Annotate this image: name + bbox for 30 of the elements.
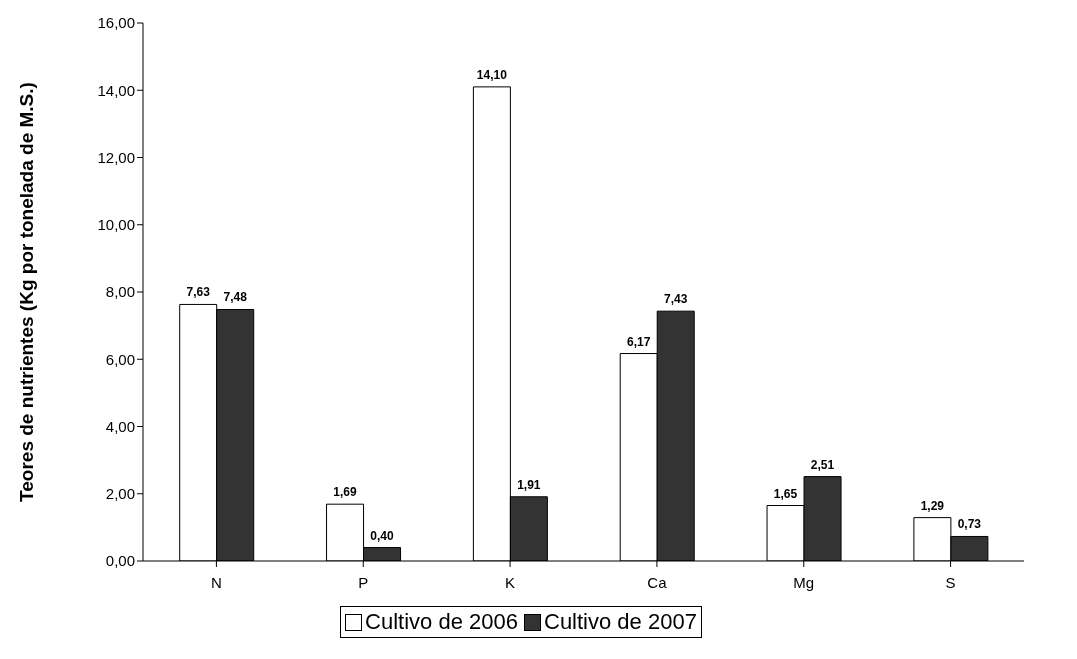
data-label: 1,91 <box>517 477 541 492</box>
y-tick-label: 10,00 <box>97 216 135 234</box>
x-tick-label: S <box>945 573 956 591</box>
x-tick-label: P <box>358 573 369 591</box>
y-tick-label: 8,00 <box>105 283 135 301</box>
y-tick-label: 0,00 <box>105 552 135 570</box>
y-tick-label: 2,00 <box>105 485 135 503</box>
y-axis-title: Teores de nutrientes (Kg por tonelada de M.S.) <box>15 82 37 502</box>
y-tick-label: 12,00 <box>97 148 135 166</box>
data-label: 7,48 <box>223 290 248 305</box>
data-label: 7,63 <box>186 285 211 300</box>
y-tick-label: 14,00 <box>97 81 135 99</box>
data-label: 0,40 <box>370 528 395 543</box>
data-label: 0,73 <box>957 517 982 532</box>
data-label: 1,65 <box>773 486 798 501</box>
data-label: 1,69 <box>333 485 358 500</box>
data-label: 2,51 <box>810 457 835 472</box>
data-label: 6,17 <box>627 334 651 349</box>
data-label: 1,29 <box>920 498 945 513</box>
x-tick-label: N <box>210 573 222 591</box>
y-tick-label: 4,00 <box>105 417 135 435</box>
x-tick-label: Mg <box>793 573 815 591</box>
data-label: 7,43 <box>664 292 688 307</box>
y-tick-label: 6,00 <box>105 350 135 368</box>
data-label: 14,10 <box>476 67 508 82</box>
y-tick-label: 16,00 <box>97 14 135 32</box>
legend-label: Cultivo de 2007 <box>544 609 697 635</box>
x-tick-label: Ca <box>647 573 668 591</box>
legend-label: Cultivo de 2006 <box>365 609 518 635</box>
x-tick-label: K <box>505 573 516 591</box>
